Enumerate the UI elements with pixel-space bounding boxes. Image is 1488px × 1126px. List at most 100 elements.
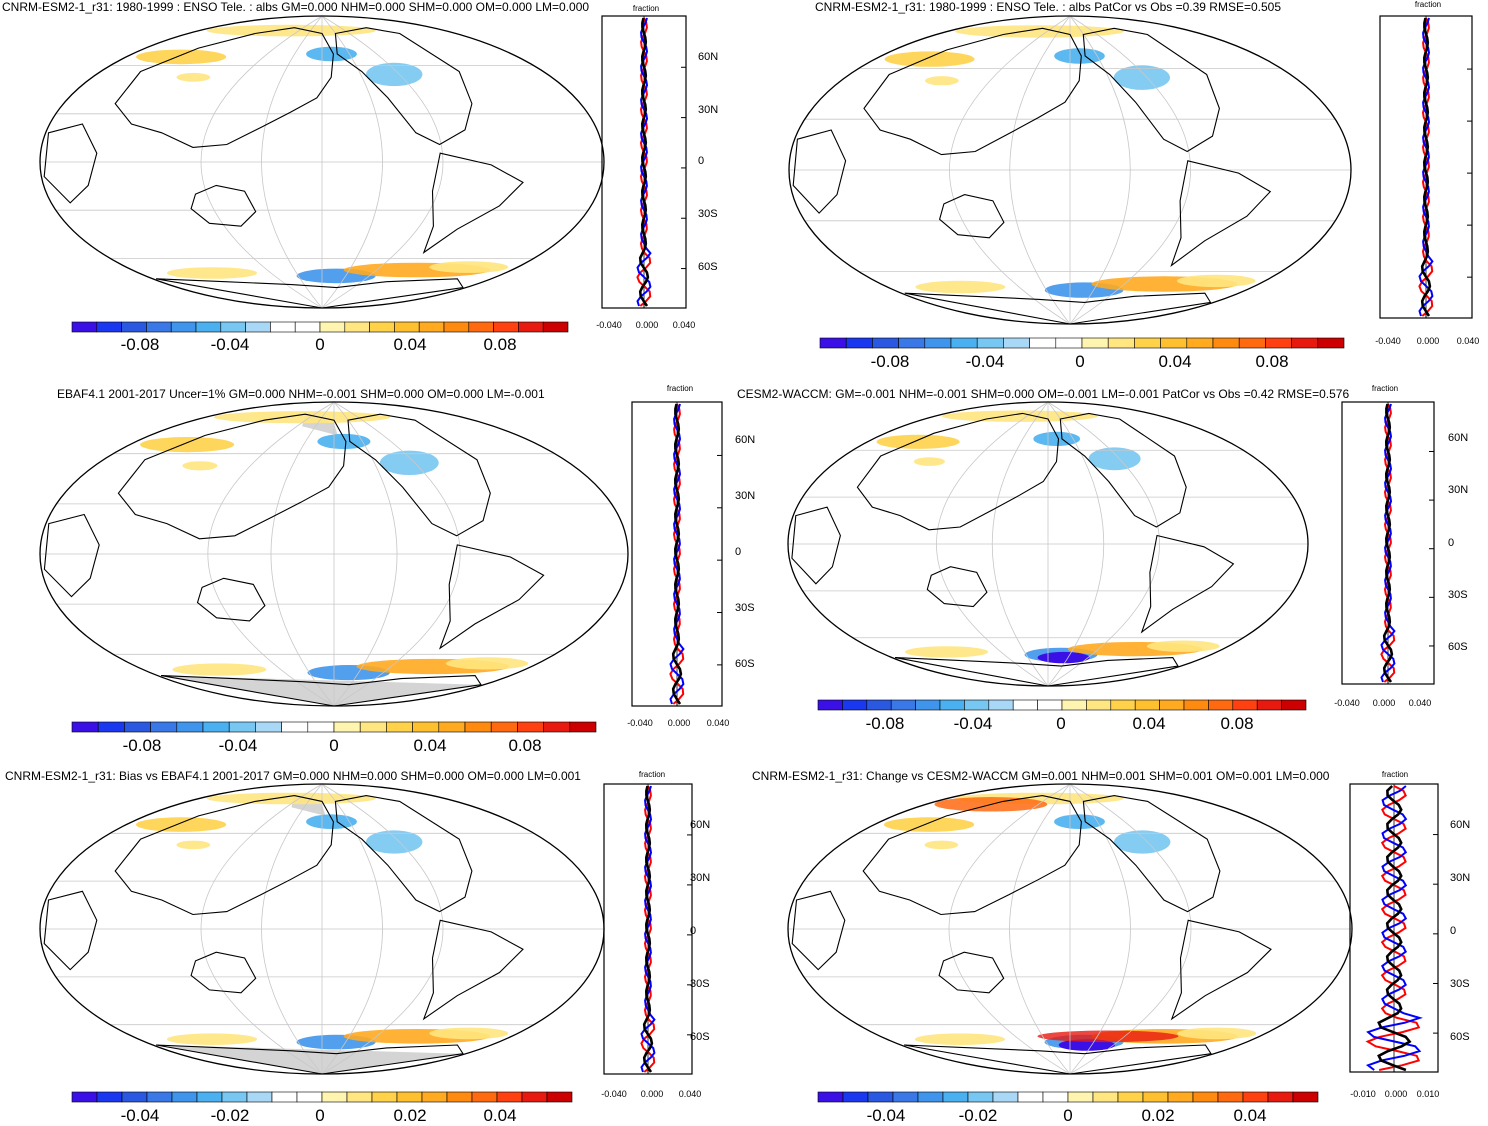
colorbar-label: 0.08: [508, 736, 542, 755]
zonal-x-tick: -0.040: [627, 718, 653, 728]
anomaly-patch: [206, 24, 376, 37]
colorbar: [817, 699, 1307, 711]
anomaly-patch: [379, 450, 439, 475]
coastline-eurasia: [862, 795, 1082, 916]
colorbar-swatch: [96, 321, 122, 333]
anomaly-patch: [176, 840, 211, 850]
lat-label: 30S: [1450, 978, 1470, 990]
longitude-line: [333, 401, 398, 707]
colorbar-swatch: [915, 699, 941, 711]
colorbar-swatch: [976, 337, 1004, 349]
lat-label: 60N: [1448, 432, 1469, 444]
colorbar-swatch: [490, 721, 518, 733]
colorbar-swatch: [171, 1091, 198, 1103]
colorbar-label: 0.08: [1255, 352, 1289, 371]
coastline-namerica: [334, 795, 473, 913]
anomaly-patch: [884, 817, 975, 832]
colorbar-swatch: [1117, 1091, 1144, 1103]
colorbar-label: -0.08: [870, 352, 910, 371]
colorbar-swatch: [917, 1091, 944, 1103]
anomaly-patch: [1037, 651, 1090, 664]
lat-label: 0: [1450, 925, 1457, 937]
zonal-unit-label: fraction: [638, 770, 666, 779]
coastline-africa: [792, 129, 847, 214]
anomaly-patch: [1177, 1027, 1257, 1040]
panel-title: CNRM-ESM2-1_r31: Change vs CESM2-WACCM G…: [752, 769, 1330, 783]
colorbar-swatch: [950, 337, 978, 349]
colorbar-label: -0.02: [958, 1106, 998, 1125]
longitude-line: [1009, 783, 1071, 1075]
colorbar-swatch: [202, 721, 230, 733]
lat-label: 0: [698, 155, 705, 167]
longitude-line: [200, 783, 323, 1075]
colorbar-label: 0.04: [1158, 352, 1192, 371]
colorbar-swatch: [542, 321, 569, 333]
zonal-unit-label: fraction: [1381, 770, 1409, 779]
colorbar-swatch: [496, 1091, 523, 1103]
coastline-africa: [791, 506, 841, 585]
colorbar-swatch: [333, 721, 361, 733]
colorbar-swatch: [866, 699, 892, 711]
colorbar-label: -0.04: [965, 352, 1005, 371]
anomaly-patch: [1054, 48, 1105, 64]
coastline-samerica: [1140, 534, 1235, 634]
colorbar-swatch: [220, 321, 246, 333]
anomaly-patch: [913, 457, 945, 466]
world-map: [787, 401, 1309, 687]
coastline-eurasia: [856, 412, 1060, 531]
colorbar-swatch: [992, 1091, 1019, 1103]
colorbar-swatch: [271, 1091, 298, 1103]
zonal-mean-line: [1380, 403, 1396, 683]
colorbar-label: 0.04: [1233, 1106, 1267, 1125]
colorbar-swatch: [307, 721, 335, 733]
lat-label: 30N: [735, 490, 756, 502]
zonal-x-tick: 0.040: [1408, 698, 1432, 708]
coastline-eurasia: [114, 27, 334, 148]
coastline-namerica: [1059, 412, 1187, 528]
colorbar-swatch: [1160, 337, 1188, 349]
colorbar-label: 0.04: [1132, 714, 1166, 733]
anomaly-patch: [955, 25, 1124, 38]
colorbar-swatch: [412, 721, 440, 733]
zonal-mean-plot: [1341, 401, 1435, 685]
colorbar-swatch: [1134, 699, 1160, 711]
colorbar-swatch: [471, 1091, 498, 1103]
anomaly-patch: [182, 461, 218, 471]
coastline-africa: [43, 513, 100, 598]
coastline-antarctica: [904, 292, 1212, 325]
panel-title: CNRM-ESM2-1_r31: 1980-1999 : ENSO Tele. …: [2, 0, 590, 14]
colorbar-swatch: [221, 1091, 248, 1103]
colorbar-swatch: [1110, 699, 1136, 711]
coastline-namerica: [1082, 27, 1220, 153]
coastline-eurasia: [863, 27, 1082, 156]
colorbar-swatch: [1265, 337, 1292, 349]
lat-label: 60S: [735, 658, 755, 670]
anomaly-patch: [924, 76, 959, 86]
longitude-line: [321, 15, 444, 309]
coastline-australia: [938, 194, 1005, 239]
colorbar-swatch: [1317, 337, 1345, 349]
longitude-line: [1047, 401, 1104, 687]
colorbar-swatch: [1186, 337, 1214, 349]
colorbar-swatch: [842, 1091, 869, 1103]
zonal-mean-line: [640, 785, 656, 1073]
colorbar-swatch: [1291, 337, 1319, 349]
longitude-line: [207, 401, 335, 707]
anomaly-patch: [172, 663, 267, 676]
colorbar-swatch: [464, 721, 492, 733]
colorbar-swatch: [939, 699, 965, 711]
world-map: [788, 15, 1352, 325]
colorbar-label: 0: [1075, 352, 1085, 371]
anomaly-patch: [1033, 431, 1081, 446]
longitude-line: [948, 783, 1071, 1075]
colorbar-swatch: [346, 1091, 373, 1103]
colorbar-swatch: [1092, 1091, 1119, 1103]
missing-data-region: [161, 675, 481, 706]
colorbar-swatch: [845, 337, 873, 349]
colorbar-swatch: [195, 321, 222, 333]
longitude-line: [1069, 783, 1192, 1075]
colorbar-swatch: [438, 721, 466, 733]
colorbar-swatch: [124, 721, 151, 733]
map-border: [39, 15, 605, 309]
anomaly-patch: [366, 62, 423, 87]
